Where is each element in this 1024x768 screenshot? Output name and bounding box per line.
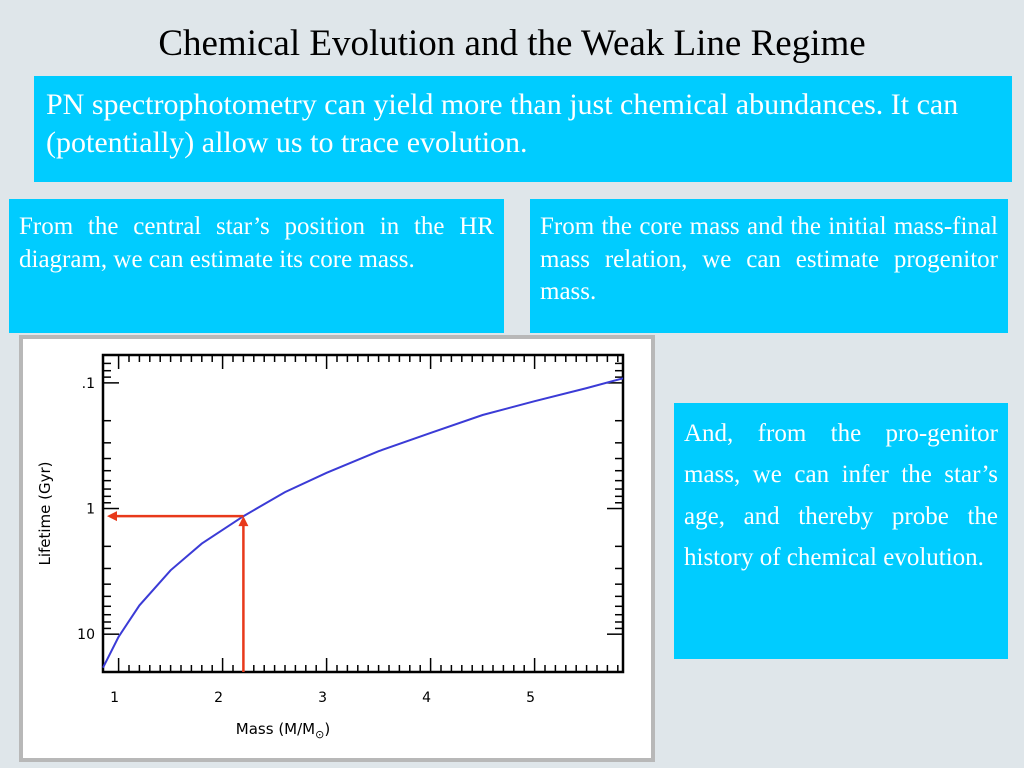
slide-title: Chemical Evolution and the Weak Line Reg… [158, 23, 866, 64]
y-tick-label: .1 [82, 376, 95, 392]
lifetime-curve [102, 377, 624, 669]
x-tick-label: 5 [526, 690, 535, 706]
lifetime-mass-plot: 1 2 3 4 5 .1 1 10 Lifetime (Gyr) Mass (M/M⊙) [19, 335, 655, 762]
x-tick-label: 1 [110, 690, 119, 706]
y-axis-label: Lifetime (Gyr) [36, 461, 54, 565]
y-tick-label: 10 [77, 627, 95, 643]
x-tick-label: 3 [318, 690, 327, 706]
arrow-vertical-head [238, 516, 249, 527]
arrow-horizontal-head [107, 511, 117, 522]
x-tick-label: 2 [214, 690, 223, 706]
plot-svg: 1 2 3 4 5 .1 1 10 Lifetime (Gyr) Mass (M/M⊙) [36, 353, 625, 741]
core-mass-box: From the central star’s position in the … [9, 199, 504, 333]
age-box: And, from the pro-genitor mass, we can i… [674, 403, 1008, 659]
plot-border [101, 353, 625, 674]
progenitor-mass-box: From the core mass and the initial mass-… [530, 199, 1008, 333]
intro-box: PN spectrophotometry can yield more than… [34, 76, 1012, 182]
y-tick-label: 1 [86, 502, 95, 518]
x-axis-label: Mass (M/M⊙) [236, 720, 330, 741]
x-tick-label: 4 [422, 690, 431, 706]
